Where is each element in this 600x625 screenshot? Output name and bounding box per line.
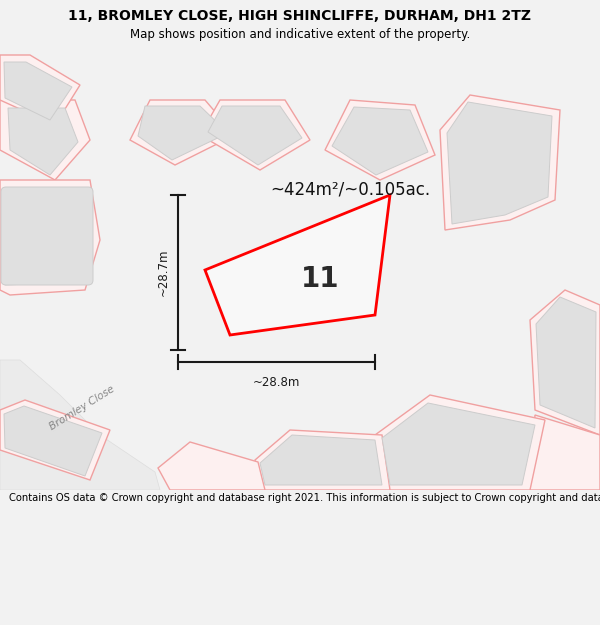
Text: Contains OS data © Crown copyright and database right 2021. This information is : Contains OS data © Crown copyright and d… <box>9 493 600 503</box>
Polygon shape <box>8 108 78 175</box>
Polygon shape <box>332 107 428 175</box>
Polygon shape <box>530 290 600 435</box>
Polygon shape <box>536 297 596 428</box>
Polygon shape <box>530 415 600 490</box>
Polygon shape <box>130 100 235 165</box>
Polygon shape <box>375 395 545 490</box>
Text: 11: 11 <box>301 265 339 292</box>
Text: Bromley Close: Bromley Close <box>48 384 116 432</box>
Polygon shape <box>200 100 310 170</box>
Polygon shape <box>205 195 390 335</box>
Text: ~424m²/~0.105ac.: ~424m²/~0.105ac. <box>270 181 430 199</box>
Polygon shape <box>158 442 265 490</box>
Polygon shape <box>440 95 560 230</box>
Polygon shape <box>4 62 72 120</box>
Polygon shape <box>0 400 110 480</box>
Polygon shape <box>325 100 435 180</box>
Polygon shape <box>382 403 535 485</box>
Text: ~28.8m: ~28.8m <box>253 376 300 389</box>
Polygon shape <box>0 180 100 295</box>
Polygon shape <box>260 435 382 485</box>
Polygon shape <box>4 406 102 476</box>
Polygon shape <box>0 55 80 125</box>
Text: ~28.7m: ~28.7m <box>157 249 170 296</box>
Polygon shape <box>5 188 92 285</box>
Polygon shape <box>0 100 90 180</box>
Polygon shape <box>447 102 552 224</box>
Polygon shape <box>255 430 390 490</box>
Polygon shape <box>0 360 160 490</box>
Text: Map shows position and indicative extent of the property.: Map shows position and indicative extent… <box>130 28 470 41</box>
Text: 11, BROMLEY CLOSE, HIGH SHINCLIFFE, DURHAM, DH1 2TZ: 11, BROMLEY CLOSE, HIGH SHINCLIFFE, DURH… <box>68 9 532 23</box>
Polygon shape <box>208 106 302 165</box>
Polygon shape <box>138 106 228 160</box>
FancyBboxPatch shape <box>1 187 93 285</box>
